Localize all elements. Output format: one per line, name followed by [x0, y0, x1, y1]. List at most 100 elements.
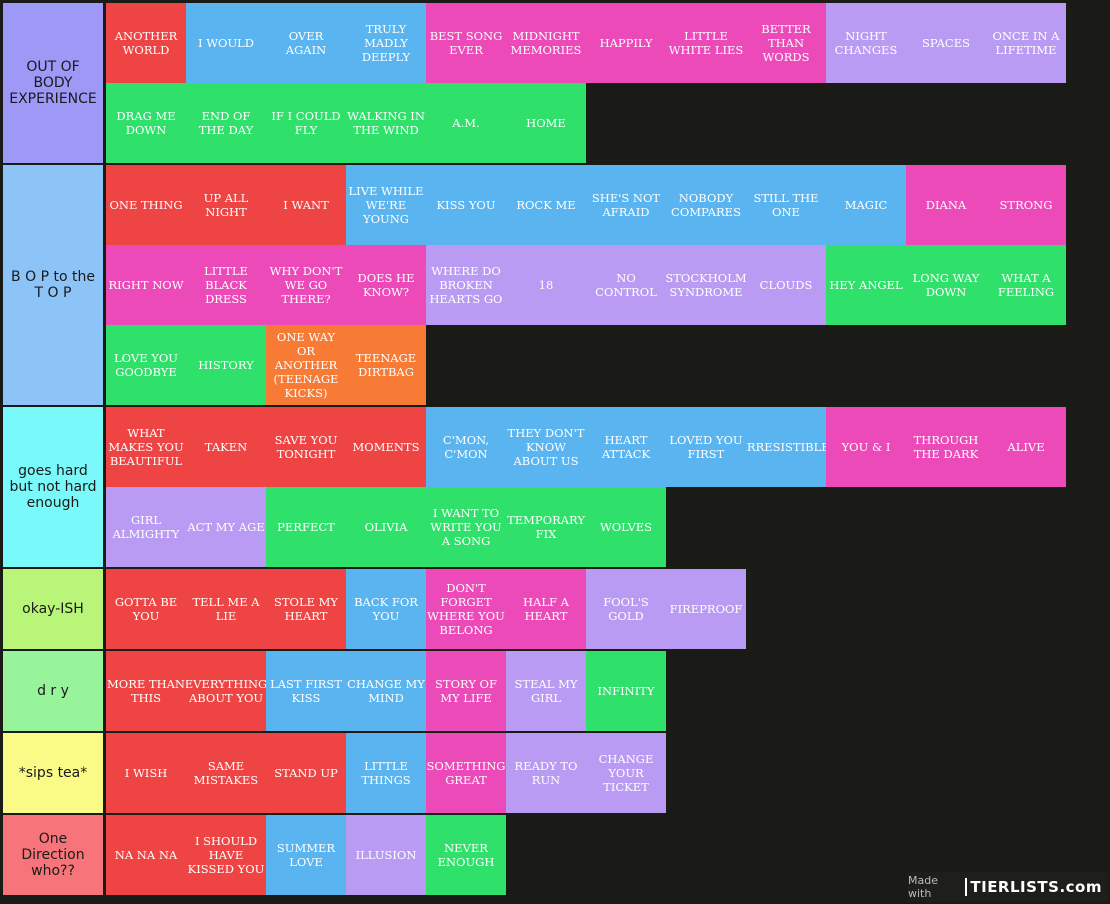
song-tile[interactable]: HEART ATTACK — [586, 407, 666, 487]
tier-items: ANOTHER WORLD I WOULD OVER AGAIN TRULY MADL… — [106, 3, 1066, 163]
song-tile[interactable]: NEVER ENOUGH — [426, 815, 506, 895]
song-tile[interactable]: TEENAGE DIRTBAG — [346, 325, 426, 405]
song-tile[interactable]: SUMMER LOVE — [266, 815, 346, 895]
song-tile[interactable]: MORE THAN THIS — [106, 651, 186, 731]
song-tile[interactable]: WALKING IN THE WIND — [346, 83, 426, 163]
song-tile[interactable]: WOLVES — [586, 487, 666, 567]
tier-label[interactable]: okay-ISH — [3, 569, 103, 649]
song-tile[interactable]: ILLUSION — [346, 815, 426, 895]
song-tile[interactable]: STORY OF MY LIFE — [426, 651, 506, 731]
song-tile[interactable]: CHANGE MY MIND — [346, 651, 426, 731]
song-tile[interactable]: GOTTA BE YOU — [106, 569, 186, 649]
song-tile[interactable]: I WISH — [106, 733, 186, 813]
song-tile[interactable]: OLIVIA — [346, 487, 426, 567]
song-tile[interactable]: LIVE WHILE WE'RE YOUNG — [346, 165, 426, 245]
song-tile[interactable]: WHERE DO BROKEN HEARTS GO — [426, 245, 506, 325]
song-tile[interactable]: WHAT A FEELING — [986, 245, 1066, 325]
song-tile[interactable]: UP ALL NIGHT — [186, 165, 266, 245]
song-tile[interactable]: LOVED YOU FIRST — [666, 407, 746, 487]
song-tile[interactable]: RIGHT NOW — [106, 245, 186, 325]
tier-label[interactable]: B O P to the T O P — [3, 165, 103, 405]
song-tile[interactable]: EVERYTHING ABOUT YOU — [186, 651, 266, 731]
song-tile[interactable]: OVER AGAIN — [266, 3, 346, 83]
song-tile[interactable]: INFINITY — [586, 651, 666, 731]
song-tile[interactable]: STEAL MY GIRL — [506, 651, 586, 731]
song-tile[interactable]: HALF A HEART — [506, 569, 586, 649]
song-tile[interactable]: CHANGE YOUR TICKET — [586, 733, 666, 813]
song-tile[interactable]: HAPPILY — [586, 3, 666, 83]
song-tile[interactable]: BEST SONG EVER — [426, 3, 506, 83]
song-tile[interactable]: ACT MY AGE — [186, 487, 266, 567]
song-tile[interactable]: STAND UP — [266, 733, 346, 813]
song-tile[interactable]: HEY ANGEL — [826, 245, 906, 325]
song-tile[interactable]: MIDNIGHT MEMORIES — [506, 3, 586, 83]
song-tile[interactable]: LOVE YOU GOODBYE — [106, 325, 186, 405]
song-tile[interactable]: DIANA — [906, 165, 986, 245]
song-tile[interactable]: KISS YOU — [426, 165, 506, 245]
tier-label[interactable]: OUT OF BODY EXPERIENCE — [3, 3, 103, 163]
song-tile[interactable]: LITTLE WHITE LIES — [666, 3, 746, 83]
song-tile[interactable]: THROUGH THE DARK — [906, 407, 986, 487]
song-tile[interactable]: FIREPROOF — [666, 569, 746, 649]
song-tile[interactable]: STOLE MY HEART — [266, 569, 346, 649]
song-tile[interactable]: LITTLE BLACK DRESS — [186, 245, 266, 325]
song-tile[interactable]: FOOL'S GOLD — [586, 569, 666, 649]
song-tile[interactable]: DRAG ME DOWN — [106, 83, 186, 163]
song-tile[interactable]: A.M. — [426, 83, 506, 163]
song-tile[interactable]: TAKEN — [186, 407, 266, 487]
song-tile[interactable]: WHAT MAKES YOU BEAUTIFUL — [106, 407, 186, 487]
tier-label[interactable]: One Direction who?? — [3, 815, 103, 895]
song-tile[interactable]: STILL THE ONE — [746, 165, 826, 245]
song-tile[interactable]: THEY DON'T KNOW ABOUT US — [506, 407, 586, 487]
song-tile[interactable]: SAVE YOU TONIGHT — [266, 407, 346, 487]
song-tile[interactable]: YOU & I — [826, 407, 906, 487]
song-tile[interactable]: ANOTHER WORLD — [106, 3, 186, 83]
song-tile[interactable]: I SHOULD HAVE KISSED YOU — [186, 815, 266, 895]
song-tile[interactable]: TRULY MADLY DEEPLY — [346, 3, 426, 83]
song-tile[interactable]: I WANT — [266, 165, 346, 245]
song-tile[interactable]: STOCKHOLM SYNDROME — [666, 245, 746, 325]
song-tile[interactable]: END OF THE DAY — [186, 83, 266, 163]
song-tile[interactable]: GIRL ALMIGHTY — [106, 487, 186, 567]
song-tile[interactable]: BACK FOR YOU — [346, 569, 426, 649]
song-tile[interactable]: ONE THING — [106, 165, 186, 245]
song-tile[interactable]: I WANT TO WRITE YOU A SONG — [426, 487, 506, 567]
song-tile[interactable]: NIGHT CHANGES — [826, 3, 906, 83]
song-tile[interactable]: BETTER THAN WORDS — [746, 3, 826, 83]
song-tile[interactable]: MOMENTS — [346, 407, 426, 487]
song-tile[interactable]: ONCE IN A LIFETIME — [986, 3, 1066, 83]
song-tile[interactable]: ALIVE — [986, 407, 1066, 487]
song-tile[interactable]: NOBODY COMPARES — [666, 165, 746, 245]
tier-label[interactable]: *sips tea* — [3, 733, 103, 813]
song-tile[interactable]: LITTLE THINGS — [346, 733, 426, 813]
song-tile[interactable]: WHY DON'T WE GO THERE? — [266, 245, 346, 325]
tier-label[interactable]: d r y — [3, 651, 103, 731]
song-tile[interactable]: ONE WAY OR ANOTHER (TEENAGE KICKS) — [266, 325, 346, 405]
song-tile[interactable]: PERFECT — [266, 487, 346, 567]
song-tile[interactable]: DON'T FORGET WHERE YOU BELONG — [426, 569, 506, 649]
song-tile[interactable]: SHE'S NOT AFRAID — [586, 165, 666, 245]
song-tile[interactable]: NO CONTROL — [586, 245, 666, 325]
song-tile[interactable]: DOES HE KNOW? — [346, 245, 426, 325]
song-tile[interactable]: 18 — [506, 245, 586, 325]
song-tile[interactable]: IF I COULD FLY — [266, 83, 346, 163]
song-tile[interactable]: I WOULD — [186, 3, 266, 83]
song-tile[interactable]: IRRESISTIBLE — [746, 407, 826, 487]
song-tile[interactable]: CLOUDS — [746, 245, 826, 325]
song-tile[interactable]: SAME MISTAKES — [186, 733, 266, 813]
song-tile[interactable]: HISTORY — [186, 325, 266, 405]
song-tile[interactable]: LONG WAY DOWN — [906, 245, 986, 325]
tier-label[interactable]: goes hard but not hard enough — [3, 407, 103, 567]
song-tile[interactable]: HOME — [506, 83, 586, 163]
song-tile[interactable]: NA NA NA — [106, 815, 186, 895]
song-tile[interactable]: TELL ME A LIE — [186, 569, 266, 649]
song-tile[interactable]: TEMPORARY FIX — [506, 487, 586, 567]
song-tile[interactable]: C'MON, C'MON — [426, 407, 506, 487]
song-tile[interactable]: ROCK ME — [506, 165, 586, 245]
song-tile[interactable]: LAST FIRST KISS — [266, 651, 346, 731]
song-tile[interactable]: MAGIC — [826, 165, 906, 245]
song-tile[interactable]: READY TO RUN — [506, 733, 586, 813]
song-tile[interactable]: STRONG — [986, 165, 1066, 245]
song-tile[interactable]: SPACES — [906, 3, 986, 83]
song-tile[interactable]: SOMETHING GREAT — [426, 733, 506, 813]
